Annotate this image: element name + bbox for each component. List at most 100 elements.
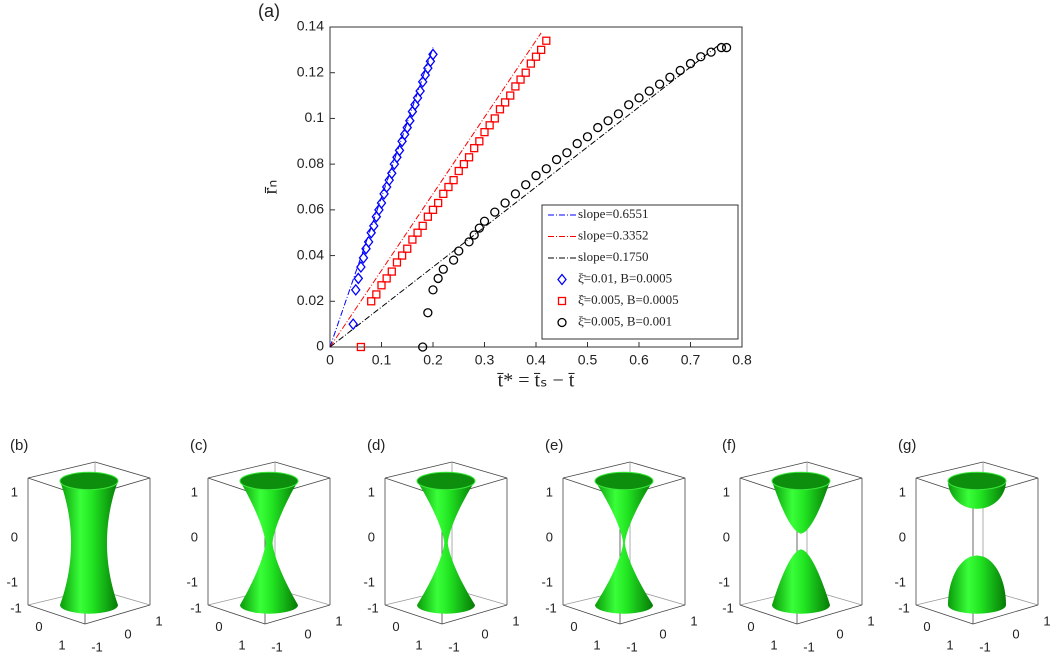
x-tick-label: 0 [570, 619, 577, 634]
panel-label: (c) [190, 437, 208, 454]
marker [469, 230, 479, 240]
y-tick-label: -1 [979, 639, 991, 654]
box-edge [94, 461, 151, 479]
marker [572, 138, 582, 149]
marker [392, 258, 402, 267]
x-tick-label: -1 [367, 600, 379, 615]
marker [665, 72, 675, 82]
surface-panel: (b) -1 0 1 -1 0 1 -1 0 1 [6, 437, 162, 654]
box-edge [739, 461, 808, 479]
z-tick-label: 1 [899, 484, 906, 499]
legend-label: slope=0.3352 [578, 227, 649, 242]
marker [531, 52, 541, 61]
surface [240, 472, 298, 614]
surface-rim [594, 471, 654, 491]
z-tick-label: -1 [6, 574, 18, 589]
marker [444, 182, 453, 192]
box-edge [982, 461, 1039, 479]
x-tick-label: 1 [946, 637, 953, 652]
surface-rim [59, 471, 119, 491]
y-tick-label: 0.12 [297, 63, 324, 79]
marker [500, 198, 510, 208]
marker [613, 109, 624, 119]
legend-marker [557, 296, 567, 306]
y-tick-label: 1 [690, 613, 697, 628]
z-tick-label: 0 [11, 529, 18, 544]
z-tick-label: 0 [546, 529, 553, 544]
marker [562, 148, 572, 158]
marker [721, 42, 732, 53]
marker [675, 65, 685, 76]
marker [403, 244, 412, 253]
z-tick-label: -1 [186, 574, 198, 589]
marker [510, 189, 521, 199]
x-tick-label: 0 [35, 619, 42, 634]
x-tick-label: 0.1 [372, 352, 392, 368]
x-tick-label: 0.5 [578, 352, 598, 368]
y-tick-label: -1 [626, 639, 638, 654]
marker [644, 86, 654, 96]
marker [531, 170, 541, 181]
x-tick-label: 1 [415, 637, 422, 652]
fit-line [329, 32, 542, 348]
x-tick-label: 0.8 [732, 352, 752, 368]
y-tick-label: 0 [481, 626, 488, 641]
box-edge [806, 461, 863, 479]
marker [521, 180, 531, 190]
marker [582, 132, 593, 142]
marker [475, 137, 484, 146]
marker [397, 251, 407, 260]
marker [454, 246, 464, 256]
marker [603, 116, 613, 126]
marker [358, 251, 369, 264]
marker [428, 48, 438, 61]
marker [542, 36, 551, 45]
x-tick-label: 1 [593, 637, 600, 652]
marker [350, 283, 361, 296]
marker [394, 144, 405, 157]
surface-panel: (e) -1 0 1 -1 0 1 -1 0 1 [541, 437, 697, 654]
z-tick-label: -1 [363, 574, 375, 589]
y-tick-label: 0.02 [297, 292, 324, 308]
marker [448, 255, 459, 265]
legend-label: ξ̄=0.01, B=0.0005 [578, 270, 672, 285]
marker [593, 122, 603, 133]
z-tick-label: 0 [899, 529, 906, 544]
box-edge [739, 604, 798, 625]
box-edge [451, 461, 508, 479]
marker [634, 93, 644, 103]
panel-label: (f) [722, 437, 736, 454]
marker [706, 47, 716, 57]
z-tick-label: -1 [541, 574, 553, 589]
marker [449, 175, 458, 185]
marker [382, 274, 391, 283]
marker [404, 114, 415, 127]
marker [696, 52, 706, 62]
marker [490, 114, 499, 123]
z-tick-label: 1 [723, 484, 730, 499]
y-tick-label: 0.14 [297, 18, 324, 34]
marker [439, 189, 448, 199]
y-tick-label: -1 [91, 639, 103, 654]
z-tick-label: 1 [11, 484, 18, 499]
box-edge [27, 461, 96, 479]
surface [948, 555, 1006, 614]
box-edge [207, 604, 266, 625]
marker [428, 285, 438, 295]
legend [541, 204, 739, 340]
box-edge [207, 461, 276, 479]
y-tick-label: 0 [659, 626, 666, 641]
legend-label: ξ̄=0.005, B=0.001 [578, 313, 672, 328]
panel-label: (e) [545, 437, 563, 454]
marker [474, 223, 485, 233]
surface-rim [771, 471, 831, 491]
x-tick-label: 1 [58, 637, 65, 652]
marker [428, 205, 438, 215]
z-tick-label: 0 [723, 529, 730, 544]
marker [376, 196, 387, 210]
marker [459, 159, 469, 169]
box-edge [796, 604, 863, 625]
y-tick-label: 1 [512, 613, 519, 628]
x-tick-label: -1 [545, 600, 557, 615]
